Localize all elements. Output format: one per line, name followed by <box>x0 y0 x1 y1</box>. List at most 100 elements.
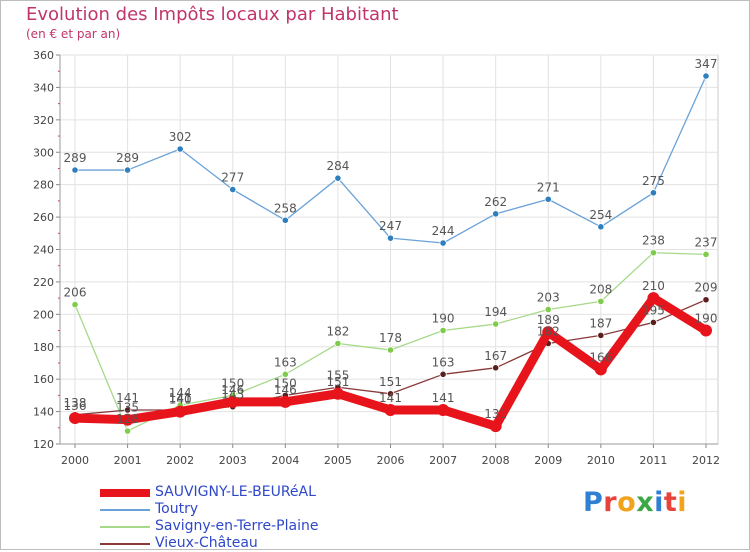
data-point <box>702 250 710 258</box>
data-point <box>281 370 289 378</box>
data-point <box>594 363 607 376</box>
data-point <box>647 292 660 305</box>
data-label: 289 <box>64 151 87 165</box>
data-label: 195 <box>642 303 665 317</box>
data-label: 206 <box>64 286 87 300</box>
legend-label: Vieux-Château <box>155 535 258 551</box>
x-tick-label: 2010 <box>587 454 615 467</box>
data-label: 189 <box>537 313 560 327</box>
data-label: 247 <box>379 219 402 233</box>
data-label: 187 <box>589 316 612 330</box>
data-label: 271 <box>537 180 560 194</box>
data-label: 140 <box>169 393 192 407</box>
data-label: 190 <box>695 312 718 326</box>
data-point <box>649 189 658 197</box>
legend-label: Savigny-en-Terre-Plaine <box>155 518 319 534</box>
data-label: 210 <box>642 279 665 293</box>
x-tick-label: 2003 <box>219 454 247 467</box>
data-label: 141 <box>379 391 402 405</box>
data-label: 166 <box>589 350 612 364</box>
data-point <box>386 390 395 398</box>
data-label: 151 <box>379 375 402 389</box>
data-label: 178 <box>379 331 402 345</box>
data-point <box>439 239 447 247</box>
logo-letter: i <box>654 487 664 518</box>
x-tick-label: 2002 <box>166 454 194 467</box>
y-tick-label: 300 <box>33 146 54 159</box>
data-label: 150 <box>221 376 244 390</box>
data-point <box>176 145 184 153</box>
data-label: 151 <box>326 375 349 389</box>
data-point <box>597 297 605 305</box>
data-point <box>439 326 447 335</box>
data-point <box>492 320 500 328</box>
y-tick-label: 260 <box>33 211 54 224</box>
logo-letter: P <box>583 487 604 518</box>
data-label: 182 <box>326 325 349 339</box>
data-label: 131 <box>484 407 507 421</box>
x-tick-label: 2011 <box>639 454 667 467</box>
data-label: 146 <box>221 383 244 397</box>
y-tick-label: 220 <box>33 276 54 289</box>
data-label: 143 <box>221 388 244 402</box>
data-point <box>542 326 555 339</box>
data-label: 138 <box>64 396 87 410</box>
data-point <box>121 413 134 426</box>
data-point <box>123 427 132 435</box>
y-tick-label: 340 <box>33 81 54 94</box>
data-point <box>439 370 447 378</box>
proxiti-logo: Proxiti <box>583 487 687 518</box>
data-label: 258 <box>274 201 297 215</box>
chart-title: Evolution des Impôts locaux par Habitant <box>26 4 399 25</box>
data-label: 144 <box>169 386 192 400</box>
y-tick-label: 140 <box>33 406 54 419</box>
logo-letter: x <box>636 487 655 518</box>
data-point <box>334 174 342 182</box>
data-point <box>700 324 712 337</box>
legend-swatch <box>100 525 150 528</box>
data-point <box>597 223 605 231</box>
y-tick-label: 180 <box>33 341 54 354</box>
data-point <box>174 405 187 418</box>
data-point <box>331 387 344 400</box>
data-label: 141 <box>169 391 192 405</box>
data-label: 155 <box>326 368 349 382</box>
logo-letter: t <box>663 487 678 518</box>
y-tick-label: 280 <box>33 179 54 192</box>
data-label: 146 <box>274 383 297 397</box>
data-point <box>702 72 710 80</box>
data-point <box>229 185 237 194</box>
data-label: 136 <box>64 399 87 413</box>
y-tick-label: 200 <box>33 308 54 321</box>
data-point <box>649 318 658 327</box>
data-label: 141 <box>116 391 139 405</box>
data-label: 203 <box>537 290 560 304</box>
data-label: 289 <box>116 151 139 165</box>
data-label: 194 <box>484 305 507 319</box>
logo-letter: r <box>603 487 618 518</box>
legend-swatch <box>100 508 150 511</box>
x-tick-label: 2007 <box>429 454 457 467</box>
data-point <box>489 420 502 433</box>
y-tick-label: 120 <box>33 438 54 451</box>
legend-swatch <box>100 488 150 497</box>
x-tick-label: 2005 <box>324 454 352 467</box>
data-point <box>386 234 395 242</box>
data-point <box>384 403 397 416</box>
data-point <box>226 395 239 408</box>
logo-letter: i <box>677 487 688 518</box>
x-tick-label: 2001 <box>114 454 142 467</box>
logo-letter: o <box>617 487 637 518</box>
data-label: 347 <box>695 57 718 71</box>
data-label: 254 <box>589 208 612 222</box>
data-point <box>702 296 710 304</box>
data-label: 238 <box>642 234 665 248</box>
data-point <box>649 249 658 257</box>
data-point <box>123 166 132 174</box>
data-point <box>334 339 342 348</box>
data-point <box>492 210 500 218</box>
data-label: 275 <box>642 174 665 188</box>
data-label: 237 <box>695 235 718 249</box>
data-label: 163 <box>274 355 297 369</box>
